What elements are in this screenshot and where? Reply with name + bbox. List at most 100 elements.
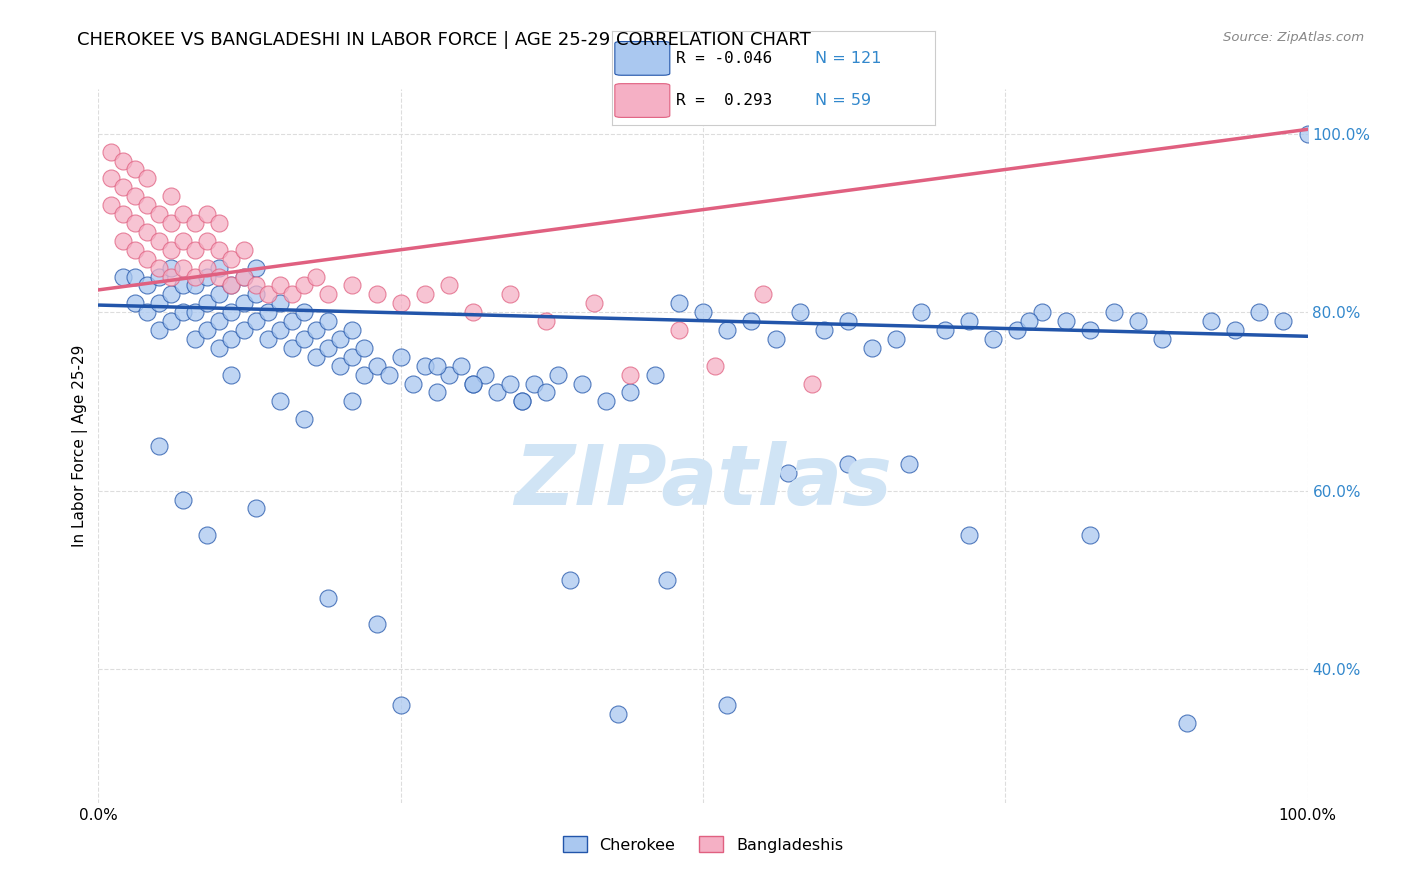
Point <box>160 314 183 328</box>
Point <box>353 368 375 382</box>
Point <box>269 278 291 293</box>
Point <box>498 287 520 301</box>
Point <box>221 278 243 293</box>
Point <box>389 698 412 712</box>
Point <box>256 305 278 319</box>
Point <box>208 341 231 355</box>
Point <box>195 323 218 337</box>
Point <box>486 385 509 400</box>
Point <box>668 323 690 337</box>
Point <box>860 341 883 355</box>
Point <box>389 350 412 364</box>
Point <box>1128 314 1150 328</box>
Point <box>366 359 388 373</box>
Point <box>1272 314 1295 328</box>
Point <box>160 216 183 230</box>
Point <box>184 278 207 293</box>
Point <box>813 323 835 337</box>
Point <box>426 385 449 400</box>
Point <box>232 296 254 310</box>
Point <box>377 368 399 382</box>
Point <box>195 234 218 248</box>
Point <box>668 296 690 310</box>
Point <box>644 368 666 382</box>
Point <box>837 314 859 328</box>
Text: R = -0.046: R = -0.046 <box>676 51 772 66</box>
Point <box>256 287 278 301</box>
Point <box>534 385 557 400</box>
Point <box>716 323 738 337</box>
Point <box>837 457 859 471</box>
Point <box>897 457 920 471</box>
Point <box>232 243 254 257</box>
Point <box>571 376 593 391</box>
Point <box>195 269 218 284</box>
Point <box>329 332 352 346</box>
Point <box>413 359 436 373</box>
Point <box>619 368 641 382</box>
Point <box>934 323 956 337</box>
Point <box>342 394 364 409</box>
Point <box>245 278 267 293</box>
Point <box>245 260 267 275</box>
Point <box>402 376 425 391</box>
Point <box>292 305 315 319</box>
Point <box>148 439 170 453</box>
Point <box>342 323 364 337</box>
Point <box>172 305 194 319</box>
Point <box>100 171 122 186</box>
Point <box>510 394 533 409</box>
Point <box>100 145 122 159</box>
Point <box>1249 305 1271 319</box>
Point <box>789 305 811 319</box>
Point <box>160 260 183 275</box>
Point <box>292 332 315 346</box>
Point <box>450 359 472 373</box>
Point <box>292 278 315 293</box>
Point <box>957 528 980 542</box>
Point <box>111 207 134 221</box>
Point <box>135 252 157 266</box>
Point <box>208 260 231 275</box>
Point <box>208 216 231 230</box>
Point <box>111 234 134 248</box>
Point <box>269 296 291 310</box>
Point <box>316 314 339 328</box>
Point <box>232 269 254 284</box>
Point <box>292 412 315 426</box>
Y-axis label: In Labor Force | Age 25-29: In Labor Force | Age 25-29 <box>72 345 89 547</box>
Point <box>1078 528 1101 542</box>
Point <box>124 216 146 230</box>
Point <box>221 305 243 319</box>
Point <box>208 269 231 284</box>
Point <box>437 368 460 382</box>
Point <box>389 296 412 310</box>
Point <box>740 314 762 328</box>
Point <box>366 617 388 632</box>
Point <box>692 305 714 319</box>
Point <box>100 198 122 212</box>
Point <box>135 225 157 239</box>
Point <box>1102 305 1125 319</box>
Point <box>221 332 243 346</box>
Point <box>305 269 328 284</box>
Point <box>281 314 304 328</box>
Point <box>957 314 980 328</box>
Point <box>184 243 207 257</box>
Point <box>221 368 243 382</box>
Point <box>510 394 533 409</box>
Point <box>124 162 146 177</box>
Point <box>172 260 194 275</box>
Point <box>305 323 328 337</box>
Point <box>981 332 1004 346</box>
Point <box>366 287 388 301</box>
Point <box>523 376 546 391</box>
Point <box>1054 314 1077 328</box>
Point <box>534 314 557 328</box>
Legend: Cherokee, Bangladeshis: Cherokee, Bangladeshis <box>557 830 849 859</box>
Point <box>716 698 738 712</box>
Point <box>245 501 267 516</box>
Point <box>135 198 157 212</box>
Point <box>221 252 243 266</box>
Point <box>353 341 375 355</box>
